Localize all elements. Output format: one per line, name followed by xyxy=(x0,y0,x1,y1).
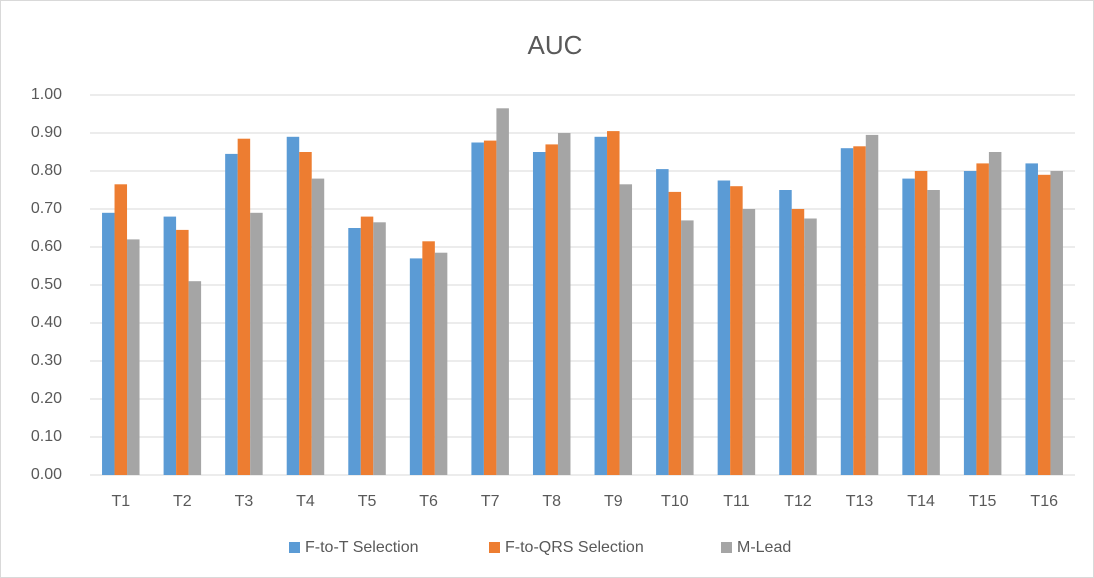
bar xyxy=(668,191,682,475)
y-tick-label: 0.80 xyxy=(31,162,62,179)
x-tick-label: T5 xyxy=(358,493,377,510)
bar xyxy=(127,239,140,475)
x-tick-label: T9 xyxy=(604,493,623,510)
bar xyxy=(557,133,571,475)
bar xyxy=(102,212,115,476)
y-tick-label: 0.90 xyxy=(31,124,62,141)
bar xyxy=(656,169,669,475)
bar xyxy=(373,222,386,475)
bar xyxy=(742,209,756,475)
x-tick-label: T15 xyxy=(969,493,997,510)
bar xyxy=(976,163,989,475)
y-tick-label: 0.40 xyxy=(31,314,62,331)
x-tick-label: T2 xyxy=(173,493,192,510)
chart-title: AUC xyxy=(528,30,583,60)
bar xyxy=(163,216,177,475)
bar xyxy=(188,281,202,475)
y-tick-label: 0.60 xyxy=(31,238,62,255)
bar xyxy=(717,180,731,475)
bar xyxy=(902,178,915,475)
bar xyxy=(409,258,423,475)
x-tick-label: T11 xyxy=(723,493,749,510)
bar xyxy=(471,142,484,475)
bar xyxy=(963,171,977,475)
x-tick-label: T16 xyxy=(1030,493,1058,510)
bar xyxy=(237,138,251,475)
y-tick-label: 0.70 xyxy=(31,200,62,217)
x-tick-label: T8 xyxy=(542,493,561,510)
y-tick-label: 0.00 xyxy=(31,466,62,483)
x-tick-label: T6 xyxy=(419,493,438,510)
bar xyxy=(988,152,1002,475)
x-tick-label: T3 xyxy=(235,493,254,510)
bar xyxy=(853,146,866,476)
bar xyxy=(434,252,448,475)
x-tick-label: T10 xyxy=(661,493,689,510)
bar xyxy=(619,184,633,476)
bar xyxy=(299,152,312,475)
bar xyxy=(607,131,620,475)
bar xyxy=(779,190,792,475)
legend-swatch xyxy=(289,542,300,553)
bar xyxy=(914,171,928,475)
bar xyxy=(114,184,128,476)
legend-label: M-Lead xyxy=(737,539,791,556)
x-tick-label: T7 xyxy=(481,493,500,510)
x-tick-label: T12 xyxy=(784,493,812,510)
y-tick-label: 0.30 xyxy=(31,352,62,369)
legend-swatch xyxy=(721,542,732,553)
legend-label: F-to-QRS Selection xyxy=(505,539,644,556)
y-tick-label: 1.00 xyxy=(31,86,62,103)
bar xyxy=(594,136,608,476)
y-tick-label: 0.50 xyxy=(31,276,62,293)
bar xyxy=(1025,163,1038,475)
bar xyxy=(927,190,940,475)
bar xyxy=(176,229,189,475)
y-tick-label: 0.20 xyxy=(31,390,62,407)
bar xyxy=(804,218,817,475)
x-tick-label: T1 xyxy=(111,493,130,510)
bar xyxy=(311,178,325,475)
bar xyxy=(286,136,300,476)
bar xyxy=(791,209,805,475)
bar xyxy=(1037,174,1051,476)
bar xyxy=(483,140,497,475)
bar xyxy=(422,241,435,475)
y-tick-label: 0.10 xyxy=(31,428,62,445)
bar xyxy=(250,212,263,476)
bar xyxy=(545,144,558,475)
bar xyxy=(532,152,546,475)
bar xyxy=(1050,171,1063,475)
x-tick-label: T14 xyxy=(907,493,935,510)
bar xyxy=(681,220,694,475)
x-tick-label: T13 xyxy=(846,493,874,510)
bar xyxy=(496,108,509,476)
bar xyxy=(225,153,238,475)
bar xyxy=(840,148,854,475)
x-tick-label: T4 xyxy=(296,493,315,510)
bar xyxy=(865,134,879,475)
bar xyxy=(348,228,361,475)
bar xyxy=(730,186,743,475)
legend-label: F-to-T Selection xyxy=(305,539,419,556)
bar xyxy=(360,216,374,475)
legend-swatch xyxy=(489,542,500,553)
